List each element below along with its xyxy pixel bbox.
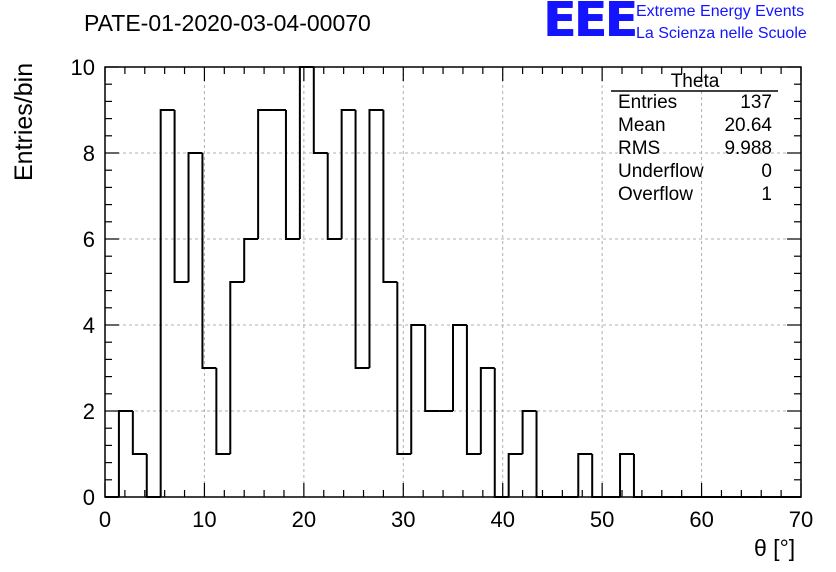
x-tick-label: 70 (789, 507, 813, 532)
stats-row: Mean 20.64 (618, 115, 772, 138)
y-tick-label: 6 (83, 227, 95, 252)
stats-row-value: 137 (740, 92, 772, 113)
y-axis-label: Entries/bin (10, 62, 38, 181)
stats-title: Theta (670, 71, 720, 92)
histogram-bin (340, 109, 356, 239)
logo-subtitle-2: La Scienza nelle Scuole (636, 25, 807, 42)
histogram-bin (201, 153, 217, 369)
eee-logo: EEE (543, 0, 637, 48)
histogram-bin (159, 109, 175, 497)
histogram-bin (507, 453, 523, 497)
y-tick-label: 8 (83, 141, 95, 166)
axes (104, 66, 802, 498)
histogram-bin (410, 324, 426, 454)
histogram-bin (619, 453, 634, 497)
x-tick-label: 20 (292, 507, 316, 532)
histogram-bin (312, 67, 328, 154)
stats-row-label: Underflow (618, 161, 704, 182)
histogram-bin (117, 410, 133, 497)
x-tick-label: 50 (590, 507, 614, 532)
x-tick-label: 60 (689, 507, 713, 532)
histogram-bin (465, 325, 481, 455)
stats-row: Entries 137 (618, 92, 772, 115)
x-tick-label: 0 (99, 507, 111, 532)
stats-row-value: 20.64 (724, 115, 772, 136)
histogram-bin (591, 454, 607, 498)
histogram-bin (382, 110, 398, 283)
histogram-bin (257, 109, 273, 239)
stats-row-label: Overflow (618, 184, 693, 205)
histogram-bin (145, 454, 161, 498)
y-tick-label: 0 (83, 485, 95, 510)
plot-frame (104, 66, 802, 498)
stats-row-label: Mean (618, 115, 666, 136)
histogram-bin (229, 281, 245, 454)
x-tick-label: 40 (490, 507, 514, 532)
stats-row-value: 0 (761, 161, 772, 182)
histogram-bin (215, 368, 231, 455)
histogram-bin (243, 238, 259, 282)
histogram-bin (577, 453, 593, 497)
histogram-bin (354, 110, 370, 369)
histogram-bin (452, 324, 467, 411)
histogram-bin (368, 109, 384, 368)
y-tick-label: 2 (83, 399, 95, 424)
stats-row: RMS 9.988 (618, 138, 772, 161)
histogram-bin (493, 368, 509, 498)
x-axis-label: θ [°] (754, 535, 796, 561)
stats-row-label: Entries (618, 92, 678, 113)
y-tick-label: 4 (83, 313, 95, 338)
logo-subtitle-1: Extreme Energy Events (636, 3, 805, 20)
x-tick-label: 30 (391, 507, 415, 532)
histogram-bin (424, 325, 440, 412)
plot-title: PATE-01-2020-03-04-00070 (84, 10, 371, 36)
stats-row-label: RMS (618, 138, 661, 159)
histogram-bin (187, 152, 203, 282)
histogram-bin (326, 153, 342, 240)
histogram-bin (479, 367, 495, 454)
histogram-bin (131, 411, 147, 455)
histogram-bin (521, 410, 537, 454)
histogram-bin (284, 110, 300, 240)
histogram-bin (173, 110, 189, 283)
y-tick-label: 10 (71, 55, 95, 80)
x-tick-label: 10 (192, 507, 216, 532)
stats-row: Overflow 1 (618, 184, 772, 207)
histogram-bin (632, 454, 648, 498)
stats-row-value: 9.988 (724, 138, 772, 159)
histogram-bin (535, 411, 551, 498)
histogram-bin (396, 282, 412, 455)
stats-row: Underflow 0 (618, 161, 772, 184)
stats-row-value: 1 (761, 184, 772, 205)
